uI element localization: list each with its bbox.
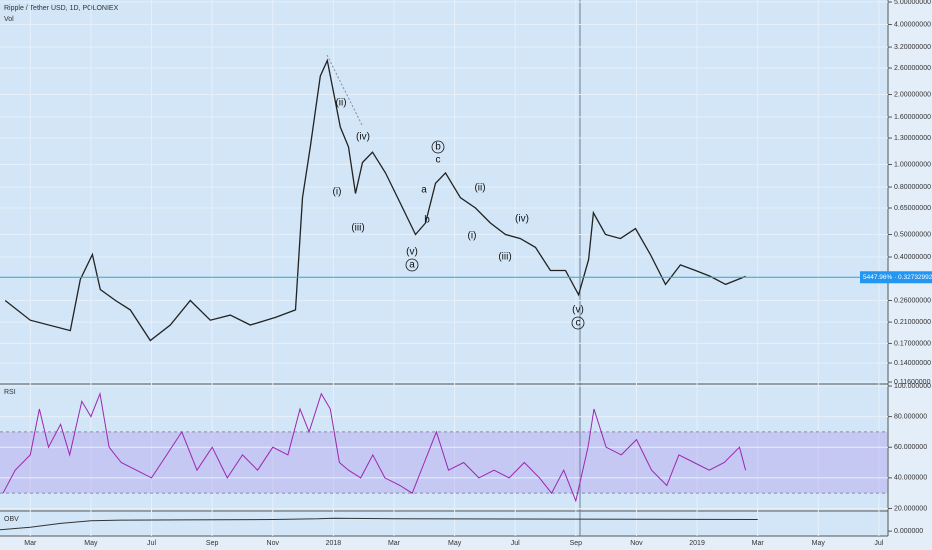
- wave-label: a: [409, 260, 415, 271]
- x-tick-label: Sep: [206, 540, 219, 547]
- wave-label: (iv): [356, 132, 370, 143]
- rsi-band: [0, 431, 888, 494]
- y-tick-label: 1.00000000: [894, 161, 931, 168]
- y-tick-label: 60.000000: [894, 444, 927, 451]
- y-tick-label: 80.000000: [894, 413, 927, 420]
- y-tick-label: 20.000000: [894, 505, 927, 512]
- x-tick-label: Mar: [388, 540, 401, 547]
- price-line: [4, 58, 746, 342]
- wave-label: (iii): [351, 223, 364, 234]
- x-tick-label: Nov: [267, 540, 280, 547]
- y-tick-label: 0.40000000: [894, 254, 931, 261]
- wave-label: (v): [572, 305, 584, 316]
- x-tick-label: Jul: [511, 540, 520, 547]
- trend-line: [326, 54, 363, 126]
- x-tick-label: Jul: [147, 540, 156, 547]
- wave-label: (i): [468, 231, 477, 242]
- y-tick-label: 100.000000: [894, 383, 931, 390]
- y-tick-label: 0.14000000: [894, 360, 931, 367]
- y-tick-label: 4.00000000: [894, 21, 931, 28]
- x-tick-label: May: [812, 540, 826, 547]
- y-tick-label: 0.50000000: [894, 231, 931, 238]
- wave-label: (i): [333, 187, 342, 198]
- x-tick-label: Sep: [570, 540, 583, 547]
- wave-label: c: [436, 155, 441, 166]
- wave-circle: [571, 316, 585, 330]
- obv-title: OBV: [4, 516, 19, 523]
- y-tick-label: 5.00000000: [894, 0, 931, 6]
- x-tick-label: Nov: [630, 540, 643, 547]
- wave-circle: [431, 140, 445, 154]
- y-tick-label: 2.60000000: [894, 65, 931, 72]
- obv-line: [0, 517, 758, 531]
- rsi-line: [2, 391, 747, 503]
- last-price-box: [860, 271, 932, 284]
- wave-label: c: [576, 318, 581, 329]
- y-tick-label: 40.000000: [894, 475, 927, 482]
- x-tick-label: 2018: [326, 540, 342, 547]
- y-tick-label: 2.00000000: [894, 91, 931, 98]
- wave-label: b: [424, 215, 430, 226]
- x-tick-label: 2019: [689, 540, 705, 547]
- y-tick-label: 0.21000000: [894, 319, 931, 326]
- axis-background: [0, 536, 888, 550]
- wave-label: (ii): [335, 98, 346, 109]
- wave-label: b: [435, 142, 441, 153]
- wave-label: (iv): [515, 214, 529, 225]
- x-tick-label: Mar: [24, 540, 37, 547]
- wave-label: (v): [406, 247, 418, 258]
- y-tick-label: 0.11600000: [894, 379, 931, 386]
- rsi-title: RSI: [4, 389, 16, 396]
- y-tick-label: 0.26000000: [894, 297, 931, 304]
- x-tick-label: May: [84, 540, 98, 547]
- wave-label: (ii): [474, 183, 485, 194]
- wave-label: (iii): [498, 252, 511, 263]
- chart-title: Ripple / Tether USD, 1D, POLONIEX: [4, 5, 119, 12]
- y-tick-label: 0.65000000: [894, 205, 931, 212]
- last-price-label: 5447.96% · 0.32732992: [863, 274, 932, 281]
- y-tick-label: 0.17000000: [894, 340, 931, 347]
- wave-label: a: [421, 185, 427, 196]
- volume-label: Vol: [4, 16, 14, 23]
- x-tick-label: Jul: [874, 540, 883, 547]
- plot-background: [0, 0, 888, 536]
- x-tick-label: Mar: [752, 540, 765, 547]
- x-tick-label: May: [448, 540, 462, 547]
- y-tick-label: 1.30000000: [894, 135, 931, 142]
- wave-circle: [405, 258, 419, 272]
- y-tick-label: 3.20000000: [894, 44, 931, 51]
- y-tick-label: 1.60000000: [894, 114, 931, 121]
- y-tick-label: 0.80000000: [894, 184, 931, 191]
- y-tick-label: 0.000000: [894, 528, 923, 535]
